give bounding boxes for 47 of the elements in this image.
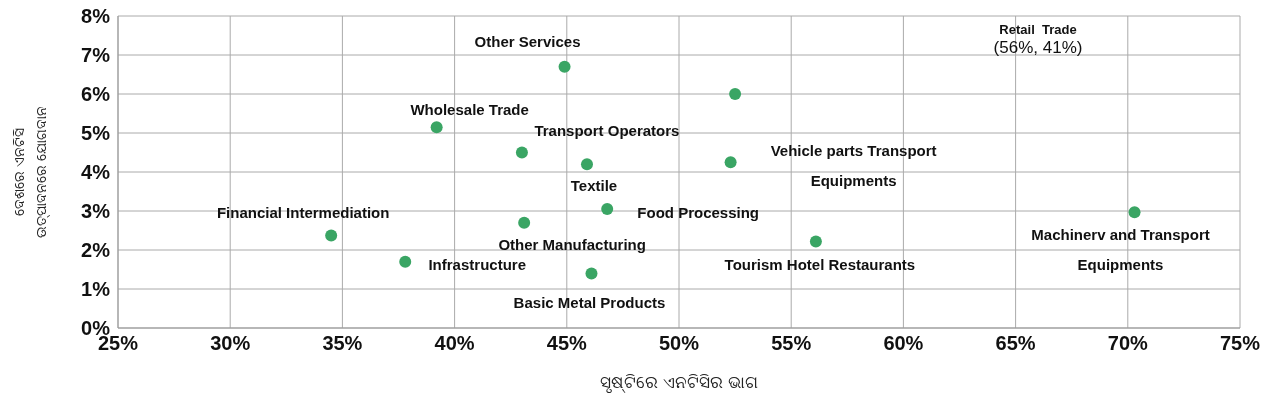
- x-tick-label: 35%: [322, 332, 363, 355]
- annotation: Textile: [570, 177, 618, 195]
- y-tick-label: 2%: [81, 239, 111, 262]
- annotation: Machinerv and Transport Equipments: [1031, 226, 1210, 274]
- x-tick-label: 75%: [1219, 332, 1261, 355]
- x-axis-title: ସୃଷ୍ଟିରେ ଏନଟିସିର ଭାଗ: [600, 373, 758, 393]
- y-tick-label: 1%: [81, 278, 111, 301]
- point: [558, 60, 571, 73]
- annotation: Transport Operators: [534, 121, 680, 139]
- y-tick-label: 4%: [81, 161, 111, 184]
- annotation: Infrastructure: [428, 255, 526, 273]
- point: [430, 121, 443, 134]
- annotation: Retail Trade: [999, 22, 1077, 38]
- point: [325, 229, 338, 242]
- annotation: Other Services: [474, 32, 581, 50]
- annotation: Wholesale Trade: [410, 101, 529, 119]
- annotation: (56%, 41%): [993, 38, 1083, 58]
- annotation: Tourism Hotel Restaurants: [724, 256, 916, 274]
- y-tick-label: 8%: [81, 5, 111, 28]
- point: [724, 156, 737, 169]
- y-tick-label: 5%: [81, 122, 111, 145]
- x-tick-label: 70%: [1107, 332, 1149, 355]
- point: [585, 267, 598, 280]
- x-tick-label: 45%: [546, 332, 588, 355]
- x-tick-label: 30%: [210, 332, 251, 355]
- x-tick-label: 55%: [771, 332, 812, 355]
- y-tick-label: 6%: [81, 83, 111, 106]
- x-tick-label: 65%: [995, 332, 1036, 355]
- point: [729, 88, 742, 100]
- annotation: Food Processing: [637, 204, 760, 222]
- point: [1128, 206, 1141, 219]
- annotation: Other Manufacturing: [498, 235, 646, 253]
- y-tick-label: 3%: [81, 200, 111, 223]
- point: [581, 158, 593, 171]
- annotation: Vehicle parts Transport Equipments: [770, 142, 937, 190]
- point: [399, 255, 412, 268]
- point: [515, 146, 528, 159]
- point: [601, 203, 614, 216]
- x-tick-label: 40%: [434, 332, 475, 355]
- annotation: Financial Intermediation: [216, 203, 390, 221]
- y-axis-title: ଦେଶରେ ଏନଟିସି ଉତ୍ପାଦନରେ ଯୋଗଦାନ: [11, 106, 50, 238]
- point: [518, 216, 531, 229]
- x-tick-label: 50%: [658, 332, 700, 355]
- x-tick-label: 60%: [883, 332, 924, 355]
- annotation: Basic Metal Products: [513, 294, 666, 312]
- point: [809, 235, 822, 248]
- y-tick-label: 7%: [81, 44, 111, 67]
